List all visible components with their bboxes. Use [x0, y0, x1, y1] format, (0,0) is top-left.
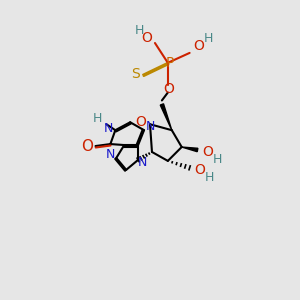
Text: N: N: [106, 148, 115, 161]
Text: O: O: [164, 82, 174, 96]
Text: H: H: [213, 153, 222, 167]
Text: O: O: [142, 31, 152, 45]
Text: N: N: [145, 120, 155, 133]
Text: H: H: [204, 32, 213, 44]
Text: O: O: [193, 39, 204, 53]
Text: N: N: [104, 122, 113, 135]
Text: H: H: [205, 171, 214, 184]
Text: O: O: [202, 145, 213, 159]
Text: O: O: [136, 115, 146, 129]
Text: N: N: [137, 156, 147, 170]
Text: S: S: [131, 67, 140, 81]
Polygon shape: [182, 147, 198, 152]
Text: O: O: [194, 163, 205, 177]
Polygon shape: [160, 104, 172, 130]
Text: O: O: [82, 139, 94, 154]
Text: H: H: [134, 24, 144, 37]
Text: P: P: [166, 56, 174, 70]
Text: H: H: [93, 112, 102, 125]
